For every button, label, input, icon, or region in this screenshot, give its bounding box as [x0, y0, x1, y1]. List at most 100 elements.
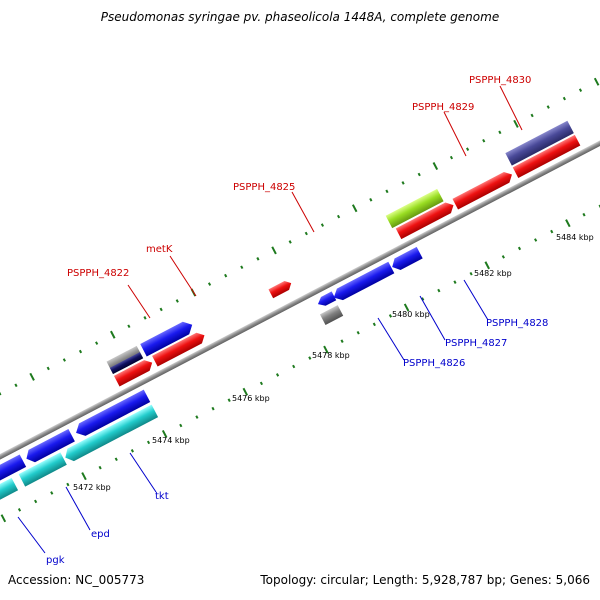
axis-label-5476: 5476 kbp [232, 394, 270, 403]
outer-minor-tick [466, 147, 470, 151]
outer-minor-tick [369, 197, 373, 202]
inner-minor-tick [17, 508, 22, 512]
inner-minor-tick [50, 491, 54, 495]
inner-minor-tick [98, 465, 102, 470]
label-PSPPH_4827: PSPPH_4827 [445, 338, 507, 349]
inner-minor-tick [211, 406, 215, 411]
inner-major-tick [323, 345, 329, 354]
inner-minor-tick [130, 449, 134, 453]
outer-major-tick [351, 204, 358, 213]
outer-minor-tick [256, 257, 260, 261]
gene-lime-feature [385, 188, 444, 229]
gene-pgk [0, 477, 19, 519]
outer-minor-tick [62, 358, 66, 362]
inner-major-tick [484, 261, 490, 270]
inner-minor-tick [227, 398, 231, 403]
inner-tick-row [0, 204, 600, 523]
genome-summary-text: Topology: circular; Length: 5,928,787 bp… [260, 573, 590, 587]
outer-minor-tick [546, 105, 550, 109]
inner-major-tick [0, 514, 7, 523]
gene-PSPPH_4829 [395, 202, 454, 240]
axis-label-5478: 5478 kbp [312, 351, 350, 360]
outer-minor-tick [0, 391, 2, 396]
inner-minor-tick [534, 238, 538, 242]
outer-major-tick [110, 330, 116, 339]
outer-minor-tick [320, 223, 325, 227]
inner-major-tick [565, 219, 571, 228]
repeat-region-navy [109, 352, 144, 375]
outer-minor-tick [498, 130, 502, 135]
inner-major-tick [403, 303, 410, 312]
axis-label-5482: 5482 kbp [474, 269, 512, 278]
inner-minor-tick [114, 457, 118, 462]
accession-text: Accession: NC_005773 [8, 573, 145, 587]
gene-PSPPH_4826 [319, 305, 344, 326]
gene-reverse-blue-2 [26, 428, 75, 463]
inner-minor-tick [517, 246, 522, 251]
label-epd: epd [91, 529, 110, 540]
label-tkt: tkt [155, 491, 169, 502]
gene-PSPPH_4822 [113, 360, 153, 387]
inner-minor-tick [356, 330, 360, 335]
outer-minor-tick [143, 316, 147, 320]
inner-minor-tick [259, 381, 264, 386]
inner-minor-tick [453, 280, 457, 284]
gene-reverse-blue-1 [76, 389, 151, 436]
axis-label-5472: 5472 kbp [73, 483, 111, 492]
inner-minor-tick [340, 339, 344, 343]
outer-minor-tick [336, 214, 341, 219]
outer-minor-tick [417, 172, 421, 177]
outer-major-tick [29, 372, 35, 381]
outer-major-tick [513, 119, 519, 128]
inner-minor-tick [437, 288, 441, 293]
gene-reverse-blue-small [317, 291, 337, 306]
inner-minor-tick [195, 415, 199, 419]
gene-PSPPH_4827 [333, 261, 395, 301]
label-PSPPH_4828: PSPPH_4828 [486, 318, 548, 329]
gene-forward-red-2 [152, 332, 205, 367]
gene-reverse-blue-3 [0, 454, 27, 504]
inner-minor-tick [275, 373, 280, 377]
inner-minor-tick [421, 297, 425, 301]
gene-forward-red-edge [512, 134, 581, 178]
outer-major-tick [432, 162, 439, 171]
outer-minor-tick [159, 307, 163, 312]
genome-band [0, 77, 600, 523]
gene-slate-feature [505, 120, 574, 166]
map-title: Pseudomonas syringae pv. phaseolicola 14… [100, 10, 500, 24]
inner-minor-tick [598, 204, 600, 209]
axis-label-5474: 5474 kbp [152, 436, 190, 445]
outer-minor-tick [385, 189, 389, 194]
inner-major-tick [81, 472, 87, 481]
label-PSPPH_4825: PSPPH_4825 [233, 182, 295, 193]
inner-minor-tick [550, 229, 554, 234]
inner-minor-tick [34, 499, 38, 504]
outer-minor-tick [14, 383, 18, 388]
outer-minor-tick [562, 96, 566, 101]
outer-minor-tick [578, 88, 583, 92]
inner-minor-tick [469, 271, 473, 276]
forward-callout-lines [127, 85, 523, 319]
inner-major-tick [161, 429, 168, 438]
label-PSPPH_4822: PSPPH_4822 [67, 268, 129, 279]
inner-minor-tick [179, 423, 183, 428]
outer-minor-tick [304, 231, 308, 236]
outer-minor-tick [482, 138, 486, 143]
genome-backbone [0, 103, 600, 497]
reverse-callout-lines [17, 279, 489, 554]
gene-epd [18, 452, 67, 487]
outer-minor-tick [127, 324, 131, 329]
inner-minor-tick [292, 364, 296, 369]
label-PSPPH_4830: PSPPH_4830 [469, 75, 531, 86]
inner-minor-tick [582, 212, 586, 217]
outer-minor-tick [224, 273, 228, 278]
label-PSPPH_4826: PSPPH_4826 [403, 358, 465, 369]
gene-PSPPH_4830 [452, 171, 512, 210]
axis-label-5480: 5480 kbp [392, 310, 430, 319]
outer-minor-tick [288, 240, 292, 244]
outer-minor-tick [240, 265, 244, 270]
gene-PSPPH_4828 [392, 246, 423, 271]
inner-major-tick [242, 387, 249, 396]
label-pgk: pgk [46, 555, 65, 566]
